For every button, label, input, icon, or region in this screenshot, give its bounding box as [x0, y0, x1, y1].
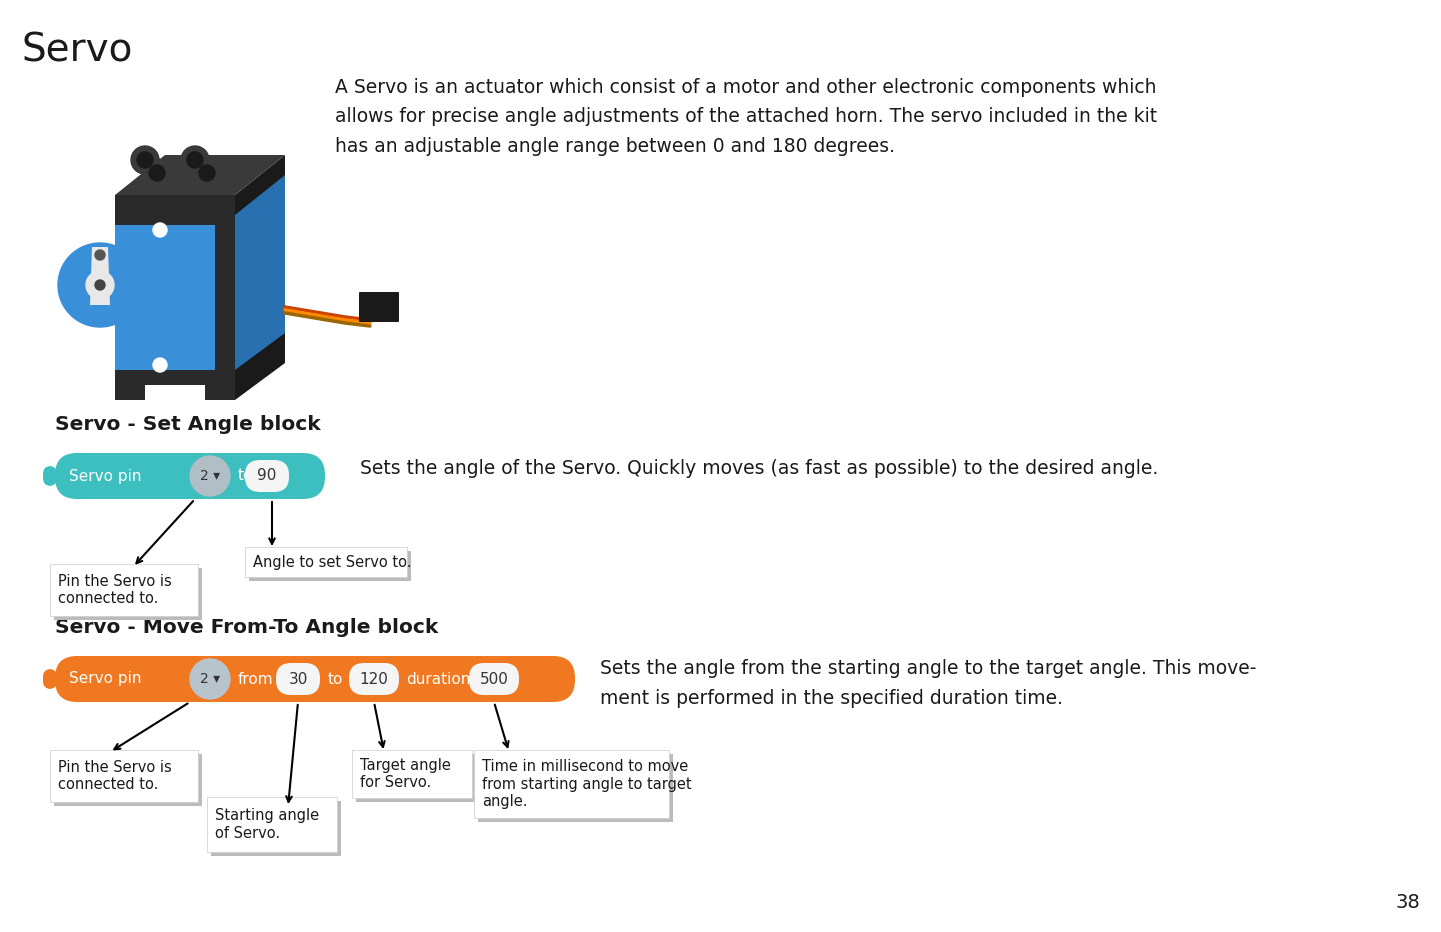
- Text: 120: 120: [360, 671, 389, 687]
- Text: Servo - Set Angle block: Servo - Set Angle block: [55, 415, 321, 434]
- Text: Angle to set Servo to.: Angle to set Servo to.: [254, 555, 412, 569]
- Circle shape: [95, 280, 105, 290]
- FancyBboxPatch shape: [53, 568, 202, 620]
- Circle shape: [190, 659, 231, 699]
- Circle shape: [190, 456, 231, 496]
- Circle shape: [95, 250, 105, 260]
- Circle shape: [193, 159, 220, 187]
- Circle shape: [182, 146, 209, 174]
- FancyBboxPatch shape: [474, 750, 669, 818]
- Polygon shape: [235, 155, 285, 385]
- Text: Servo pin: Servo pin: [69, 469, 141, 484]
- Circle shape: [86, 271, 114, 299]
- Text: Time in millisecond to move
from starting angle to target
angle.: Time in millisecond to move from startin…: [481, 759, 692, 809]
- Text: 500: 500: [480, 671, 509, 687]
- Text: Servo pin: Servo pin: [69, 671, 141, 687]
- Text: Target angle
for Servo.: Target angle for Servo.: [360, 758, 451, 790]
- FancyBboxPatch shape: [356, 754, 476, 802]
- Text: duration: duration: [406, 671, 470, 687]
- FancyBboxPatch shape: [55, 656, 575, 702]
- Text: Starting angle
of Servo.: Starting angle of Servo.: [215, 808, 318, 841]
- Polygon shape: [235, 333, 285, 400]
- Polygon shape: [146, 385, 205, 405]
- FancyBboxPatch shape: [359, 292, 399, 322]
- Text: from: from: [238, 671, 274, 687]
- Text: 90: 90: [258, 469, 277, 484]
- Polygon shape: [89, 247, 110, 305]
- Polygon shape: [115, 155, 285, 195]
- FancyBboxPatch shape: [43, 466, 58, 486]
- Text: 38: 38: [1395, 893, 1419, 912]
- Text: Sets the angle from the starting angle to the target angle. This move-
ment is p: Sets the angle from the starting angle t…: [599, 659, 1257, 707]
- FancyBboxPatch shape: [53, 754, 202, 806]
- Text: Sets the angle of the Servo. Quickly moves (as fast as possible) to the desired : Sets the angle of the Servo. Quickly mov…: [360, 459, 1159, 478]
- FancyBboxPatch shape: [468, 663, 519, 695]
- Circle shape: [58, 243, 143, 327]
- Text: 2 ▾: 2 ▾: [200, 672, 220, 686]
- FancyBboxPatch shape: [478, 754, 673, 822]
- Circle shape: [153, 358, 167, 372]
- Polygon shape: [115, 225, 215, 370]
- Circle shape: [153, 223, 167, 237]
- Text: Pin the Servo is
connected to.: Pin the Servo is connected to.: [58, 760, 171, 792]
- FancyBboxPatch shape: [210, 801, 342, 856]
- Polygon shape: [235, 175, 285, 385]
- FancyBboxPatch shape: [277, 663, 320, 695]
- Text: 30: 30: [288, 671, 308, 687]
- Circle shape: [137, 152, 153, 168]
- FancyBboxPatch shape: [352, 750, 473, 798]
- Text: Pin the Servo is
connected to.: Pin the Servo is connected to.: [58, 574, 171, 606]
- Polygon shape: [115, 195, 235, 385]
- Circle shape: [187, 152, 203, 168]
- Text: to: to: [329, 671, 343, 687]
- FancyBboxPatch shape: [55, 453, 326, 499]
- Text: 2 ▾: 2 ▾: [200, 469, 220, 483]
- Circle shape: [143, 159, 171, 187]
- FancyBboxPatch shape: [208, 797, 337, 852]
- FancyBboxPatch shape: [50, 750, 197, 802]
- FancyBboxPatch shape: [50, 564, 197, 616]
- FancyBboxPatch shape: [43, 669, 58, 689]
- Circle shape: [199, 165, 215, 181]
- Text: Servo: Servo: [22, 32, 134, 70]
- Text: A Servo is an actuator which consist of a motor and other electronic components : A Servo is an actuator which consist of …: [334, 78, 1157, 156]
- FancyBboxPatch shape: [245, 460, 290, 492]
- FancyBboxPatch shape: [249, 551, 411, 581]
- FancyBboxPatch shape: [349, 663, 399, 695]
- Text: to: to: [238, 469, 254, 484]
- Text: Servo - Move From-To Angle block: Servo - Move From-To Angle block: [55, 618, 438, 637]
- FancyBboxPatch shape: [245, 547, 406, 577]
- Circle shape: [148, 165, 166, 181]
- Polygon shape: [115, 370, 235, 400]
- Circle shape: [131, 146, 159, 174]
